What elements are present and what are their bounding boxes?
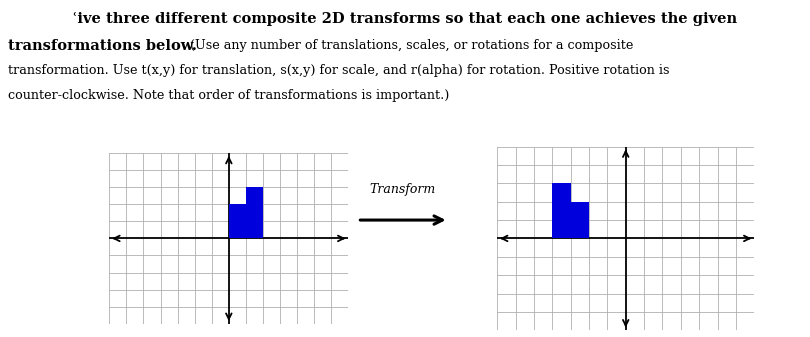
Bar (552, 220, 570, 239)
Text: transformation. Use t(x,y) for translation, s(x,y) for scale, and r(alpha) for r: transformation. Use t(x,y) for translati… (8, 64, 670, 77)
Bar (552, 202, 570, 220)
Bar (228, 204, 246, 221)
Bar (246, 187, 263, 204)
Bar (552, 183, 570, 202)
Bar (228, 221, 246, 239)
Bar (246, 221, 263, 239)
Bar (570, 220, 589, 239)
Text: counter-clockwise. Note that order of transformations is important.): counter-clockwise. Note that order of tr… (8, 89, 450, 102)
Text: (Use any number of translations, scales, or rotations for a composite: (Use any number of translations, scales,… (190, 39, 633, 52)
Text: Transform: Transform (370, 183, 436, 196)
Bar (570, 202, 589, 220)
Text: transformations below.: transformations below. (8, 39, 197, 53)
Text: ʿive three different composite 2D transforms so that each one achieves the given: ʿive three different composite 2D transf… (72, 12, 738, 26)
Bar (246, 204, 263, 221)
